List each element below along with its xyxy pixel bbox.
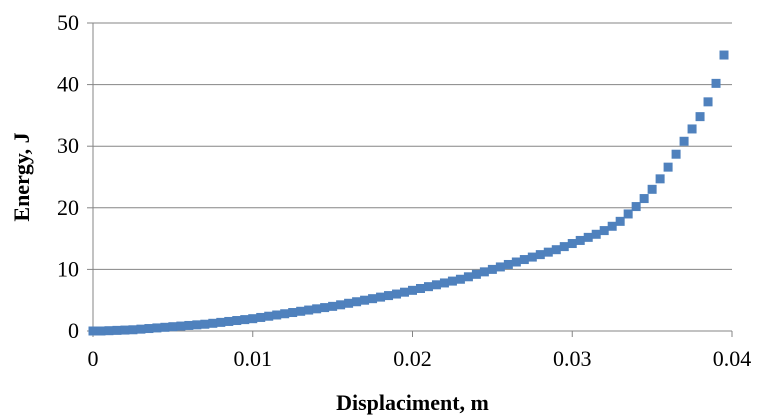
data-point <box>400 287 410 297</box>
y-tick-label: 0 <box>68 318 79 343</box>
y-tick-label: 40 <box>57 72 79 97</box>
data-point <box>248 314 258 324</box>
data-point <box>495 262 505 272</box>
data-point <box>607 221 617 231</box>
data-point <box>439 278 449 288</box>
data-point <box>192 320 202 330</box>
tick-labels: 0 10 20 30 40 50 0 0.01 0.02 0.03 0.04 <box>57 10 751 371</box>
y-tick-label: 10 <box>57 256 79 281</box>
y-tick-label: 30 <box>57 133 79 158</box>
data-point <box>599 226 609 236</box>
data-point <box>312 304 322 314</box>
data-point <box>368 294 378 304</box>
data-point <box>583 232 593 242</box>
data-point <box>264 311 274 321</box>
data-point <box>415 283 425 293</box>
data-point <box>208 318 218 328</box>
data-point <box>639 194 649 204</box>
data-point <box>463 272 473 282</box>
data-point <box>559 242 569 252</box>
data-point <box>184 320 194 330</box>
y-axis-title: Energy, J <box>9 132 34 221</box>
data-point <box>96 326 106 336</box>
data-point <box>120 325 130 335</box>
data-point <box>168 322 178 332</box>
data-point <box>671 149 681 159</box>
data-point <box>128 325 138 335</box>
data-point <box>535 250 545 260</box>
data-point <box>112 325 122 335</box>
data-point <box>703 97 713 107</box>
data-point <box>471 269 481 279</box>
data-point <box>320 303 330 313</box>
data-point <box>176 321 186 331</box>
x-tick-label: 0 <box>88 346 99 371</box>
data-point <box>591 229 601 239</box>
x-tick-label: 0.04 <box>713 346 752 371</box>
data-point <box>575 235 585 245</box>
data-point <box>615 216 625 226</box>
data-point <box>567 239 577 249</box>
data-point <box>344 298 354 308</box>
data-point <box>479 267 489 277</box>
y-tick-label: 50 <box>57 10 79 35</box>
data-point <box>503 259 513 269</box>
data-point <box>200 319 210 329</box>
data-point <box>551 245 561 255</box>
data-point <box>376 292 386 302</box>
data-point <box>543 247 553 257</box>
data-point <box>136 324 146 334</box>
data-point <box>431 280 441 290</box>
data-point <box>695 112 705 122</box>
data-point <box>88 326 98 336</box>
x-tick-label: 0.01 <box>234 346 273 371</box>
data-point <box>360 295 370 305</box>
x-axis-title: Displaciment, m <box>336 390 489 415</box>
data-point <box>527 252 537 262</box>
data-point <box>232 316 242 326</box>
data-point <box>288 308 298 318</box>
data-point <box>687 124 697 134</box>
data-point <box>631 202 641 212</box>
x-tick-label: 0.02 <box>393 346 432 371</box>
data-point <box>160 322 170 332</box>
data-point <box>711 78 721 88</box>
data-point <box>519 255 529 265</box>
data-point <box>423 282 433 292</box>
data-points <box>88 50 729 336</box>
data-point <box>328 301 338 311</box>
data-point <box>336 300 346 310</box>
data-point <box>487 264 497 274</box>
data-point <box>256 312 266 322</box>
data-point <box>224 316 234 326</box>
data-point <box>408 285 417 295</box>
data-point <box>679 136 689 146</box>
data-point <box>296 306 306 316</box>
data-point <box>104 326 114 336</box>
y-tick-label: 20 <box>57 195 79 220</box>
data-point <box>392 289 402 299</box>
data-point <box>719 50 729 60</box>
data-point <box>647 184 657 194</box>
data-point <box>216 317 226 327</box>
data-point <box>240 315 250 325</box>
data-point <box>511 257 521 267</box>
data-point <box>623 209 633 219</box>
data-point <box>352 297 362 307</box>
data-point <box>447 276 457 286</box>
data-point <box>655 174 665 184</box>
data-point <box>144 324 154 334</box>
data-point <box>384 291 394 301</box>
data-point <box>280 309 290 319</box>
data-point <box>455 274 465 284</box>
data-point <box>272 310 282 320</box>
data-point <box>663 162 673 172</box>
x-tick-label: 0.03 <box>553 346 592 371</box>
grid-lines <box>93 22 732 270</box>
data-point <box>152 323 162 333</box>
data-point <box>304 305 314 315</box>
